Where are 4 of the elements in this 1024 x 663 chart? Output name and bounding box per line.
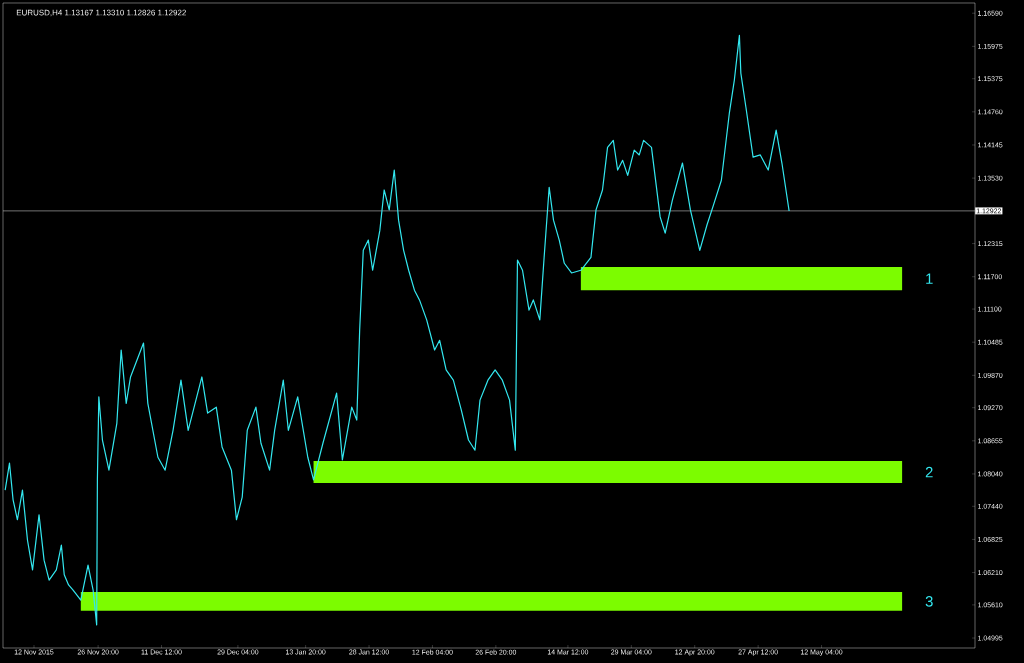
band-label: 2 [925, 466, 933, 478]
line-series [4, 34, 790, 626]
band-label: 3 [925, 596, 933, 607]
band-label: 1 [926, 273, 933, 284]
